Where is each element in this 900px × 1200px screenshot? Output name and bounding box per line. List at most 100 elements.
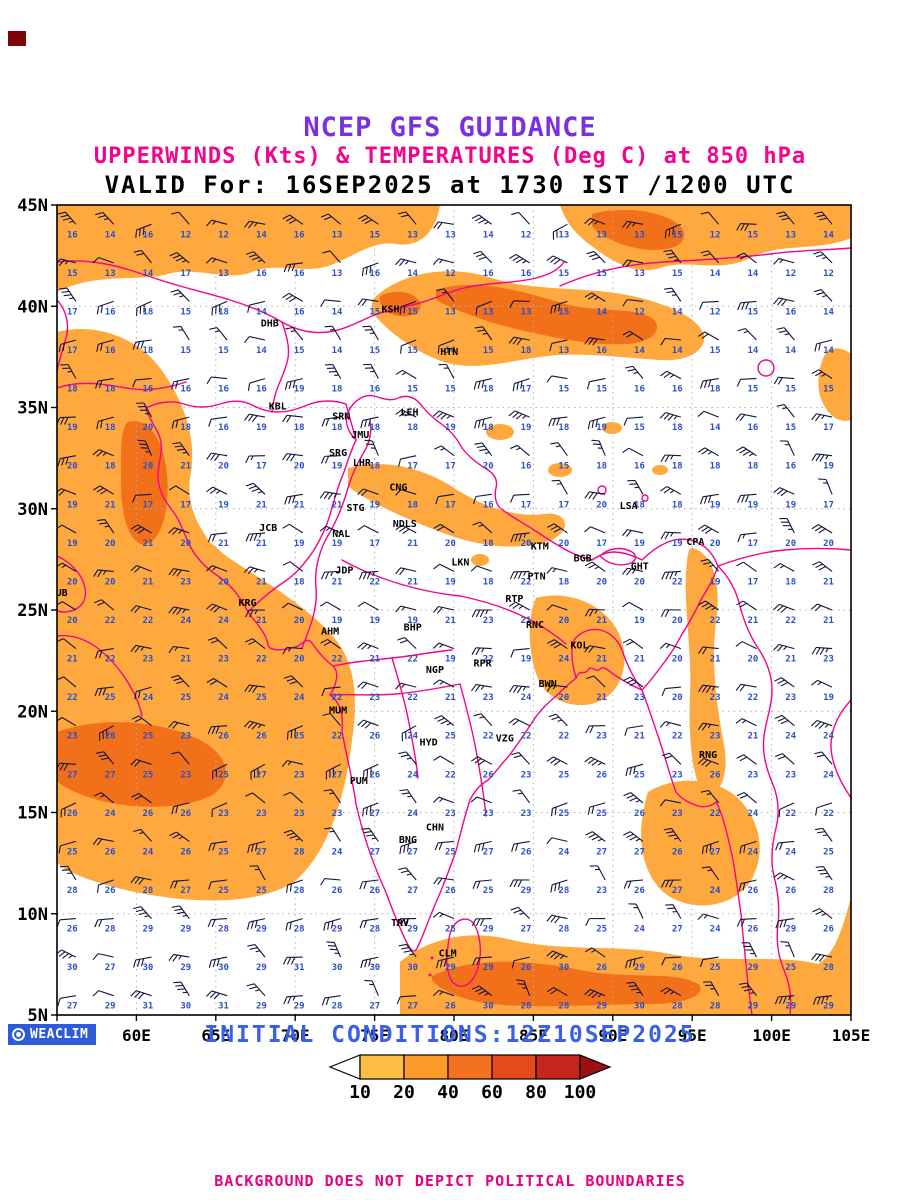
barb-shaft xyxy=(778,258,795,264)
barb-shaft xyxy=(288,602,304,611)
barb-feather xyxy=(665,879,670,888)
temp-value: 24 xyxy=(105,809,116,819)
barb-feather xyxy=(321,418,326,427)
barb-feather xyxy=(818,342,821,351)
wind-barb xyxy=(436,288,455,302)
barb-feather xyxy=(398,211,407,215)
barb-shaft xyxy=(666,987,682,997)
temp-value: 18 xyxy=(521,346,532,356)
temp-value: 18 xyxy=(785,577,796,587)
temp-value: 21 xyxy=(407,577,418,587)
barb-feather xyxy=(247,845,250,853)
barb-feather xyxy=(780,681,789,687)
barb-shaft xyxy=(249,378,266,384)
barb-feather xyxy=(398,458,402,467)
temp-value: 19 xyxy=(67,500,78,510)
temp-value: 14 xyxy=(256,307,267,317)
barb-shaft xyxy=(589,378,606,383)
barb-feather xyxy=(622,638,631,644)
barb-feather xyxy=(139,409,148,411)
barb-feather xyxy=(366,769,369,778)
temp-value: 22 xyxy=(785,809,796,819)
temp-value: 18 xyxy=(407,423,418,433)
barb-feather xyxy=(135,229,138,238)
temp-value: 16 xyxy=(634,462,645,472)
temp-value: 29 xyxy=(332,925,343,935)
wind-barb xyxy=(661,752,682,765)
wind-barb xyxy=(282,523,304,534)
temp-value: 24 xyxy=(558,655,569,665)
barb-feather xyxy=(131,715,140,720)
barb-feather xyxy=(57,562,63,568)
wind-barb xyxy=(95,211,115,225)
barb-feather xyxy=(96,751,104,754)
barb-shaft xyxy=(406,944,417,958)
barb-feather xyxy=(245,638,253,643)
barb-half-feather xyxy=(439,798,444,803)
barb-half-feather xyxy=(749,453,754,457)
temp-value: 15 xyxy=(747,385,758,395)
temp-value: 20 xyxy=(596,500,607,510)
temp-value: 28 xyxy=(672,1002,683,1012)
barb-shaft xyxy=(665,412,682,418)
station-label: PTN xyxy=(528,572,546,583)
temp-value: 23 xyxy=(294,770,305,780)
temp-value: 30 xyxy=(407,963,418,973)
barb-feather xyxy=(697,758,705,765)
barb-shaft xyxy=(400,300,417,308)
temp-value: 14 xyxy=(823,307,834,317)
wind-barb xyxy=(396,995,417,1005)
barb-feather xyxy=(816,253,824,258)
barb-shaft xyxy=(665,721,682,727)
barb-shaft xyxy=(287,725,304,733)
barb-feather xyxy=(512,256,520,262)
barb-feather xyxy=(508,718,516,724)
temp-value: 15 xyxy=(407,346,418,356)
wind-barb xyxy=(283,262,303,273)
barb-shaft xyxy=(519,789,531,804)
barb-feather xyxy=(398,411,406,417)
temp-value: 27 xyxy=(67,770,78,780)
wind-barb xyxy=(285,918,303,931)
temp-value: 19 xyxy=(823,693,834,703)
barb-shaft xyxy=(743,792,757,804)
temp-value: 20 xyxy=(218,577,229,587)
barb-feather xyxy=(659,721,666,728)
barb-feather xyxy=(62,367,71,370)
temp-value: 28 xyxy=(558,886,569,896)
temp-value: 20 xyxy=(596,577,607,587)
barb-shaft xyxy=(178,751,190,765)
barb-feather xyxy=(735,718,743,724)
barb-feather xyxy=(398,751,407,755)
wind-barb xyxy=(320,878,341,886)
barb-shaft xyxy=(816,339,833,345)
temp-value: 21 xyxy=(596,655,607,665)
temp-value: 16 xyxy=(105,307,116,317)
barb-half-feather xyxy=(482,332,488,335)
wind-barb xyxy=(509,444,530,457)
temp-value: 17 xyxy=(407,462,418,472)
barb-shaft xyxy=(671,287,682,302)
barb-feather xyxy=(588,833,596,838)
lat-tick-label: 30N xyxy=(17,500,48,520)
station-label: TRV xyxy=(391,918,409,929)
barb-feather xyxy=(547,639,555,644)
temp-value: 29 xyxy=(785,925,796,935)
barb-feather xyxy=(322,712,331,716)
wind-barb xyxy=(245,455,266,464)
barb-feather xyxy=(361,643,368,650)
barb-half-feather xyxy=(478,524,484,527)
barb-shaft xyxy=(173,606,190,611)
barb-half-feather xyxy=(707,724,712,729)
wind-barb xyxy=(511,211,531,225)
barb-feather xyxy=(364,959,368,968)
temp-value: 14 xyxy=(483,230,494,240)
wind-barb xyxy=(815,802,833,816)
barb-shaft xyxy=(173,802,190,808)
barb-half-feather xyxy=(255,989,260,992)
wind-barb xyxy=(94,378,114,389)
wind-barb xyxy=(546,375,568,383)
temp-value: 19 xyxy=(294,539,305,549)
temp-value: 23 xyxy=(143,655,154,665)
barb-feather xyxy=(550,257,557,263)
